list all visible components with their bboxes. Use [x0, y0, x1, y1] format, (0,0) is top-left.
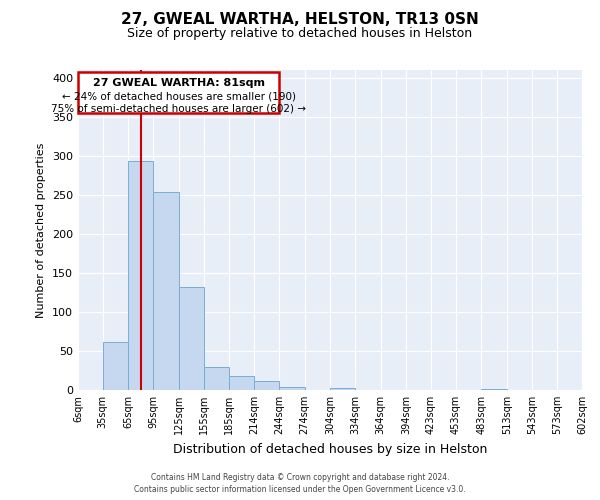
Text: ← 24% of detached houses are smaller (190): ← 24% of detached houses are smaller (19… — [62, 91, 296, 101]
Bar — [103, 342, 128, 390]
Bar — [481, 389, 507, 390]
Text: Contains HM Land Registry data © Crown copyright and database right 2024.
Contai: Contains HM Land Registry data © Crown c… — [134, 472, 466, 494]
Text: 75% of semi-detached houses are larger (602) →: 75% of semi-detached houses are larger (… — [51, 104, 306, 115]
Text: 27 GWEAL WARTHA: 81sqm: 27 GWEAL WARTHA: 81sqm — [92, 78, 265, 88]
Text: 27, GWEAL WARTHA, HELSTON, TR13 0SN: 27, GWEAL WARTHA, HELSTON, TR13 0SN — [121, 12, 479, 28]
Bar — [128, 162, 153, 390]
Text: Size of property relative to detached houses in Helston: Size of property relative to detached ho… — [127, 28, 473, 40]
Bar — [204, 366, 229, 390]
Y-axis label: Number of detached properties: Number of detached properties — [37, 142, 46, 318]
Bar — [78, 72, 279, 113]
Bar — [153, 192, 179, 390]
Bar — [279, 387, 305, 390]
Bar — [229, 376, 254, 390]
X-axis label: Distribution of detached houses by size in Helston: Distribution of detached houses by size … — [173, 442, 487, 456]
Bar — [254, 382, 279, 390]
Bar — [179, 287, 204, 390]
Bar — [330, 388, 355, 390]
